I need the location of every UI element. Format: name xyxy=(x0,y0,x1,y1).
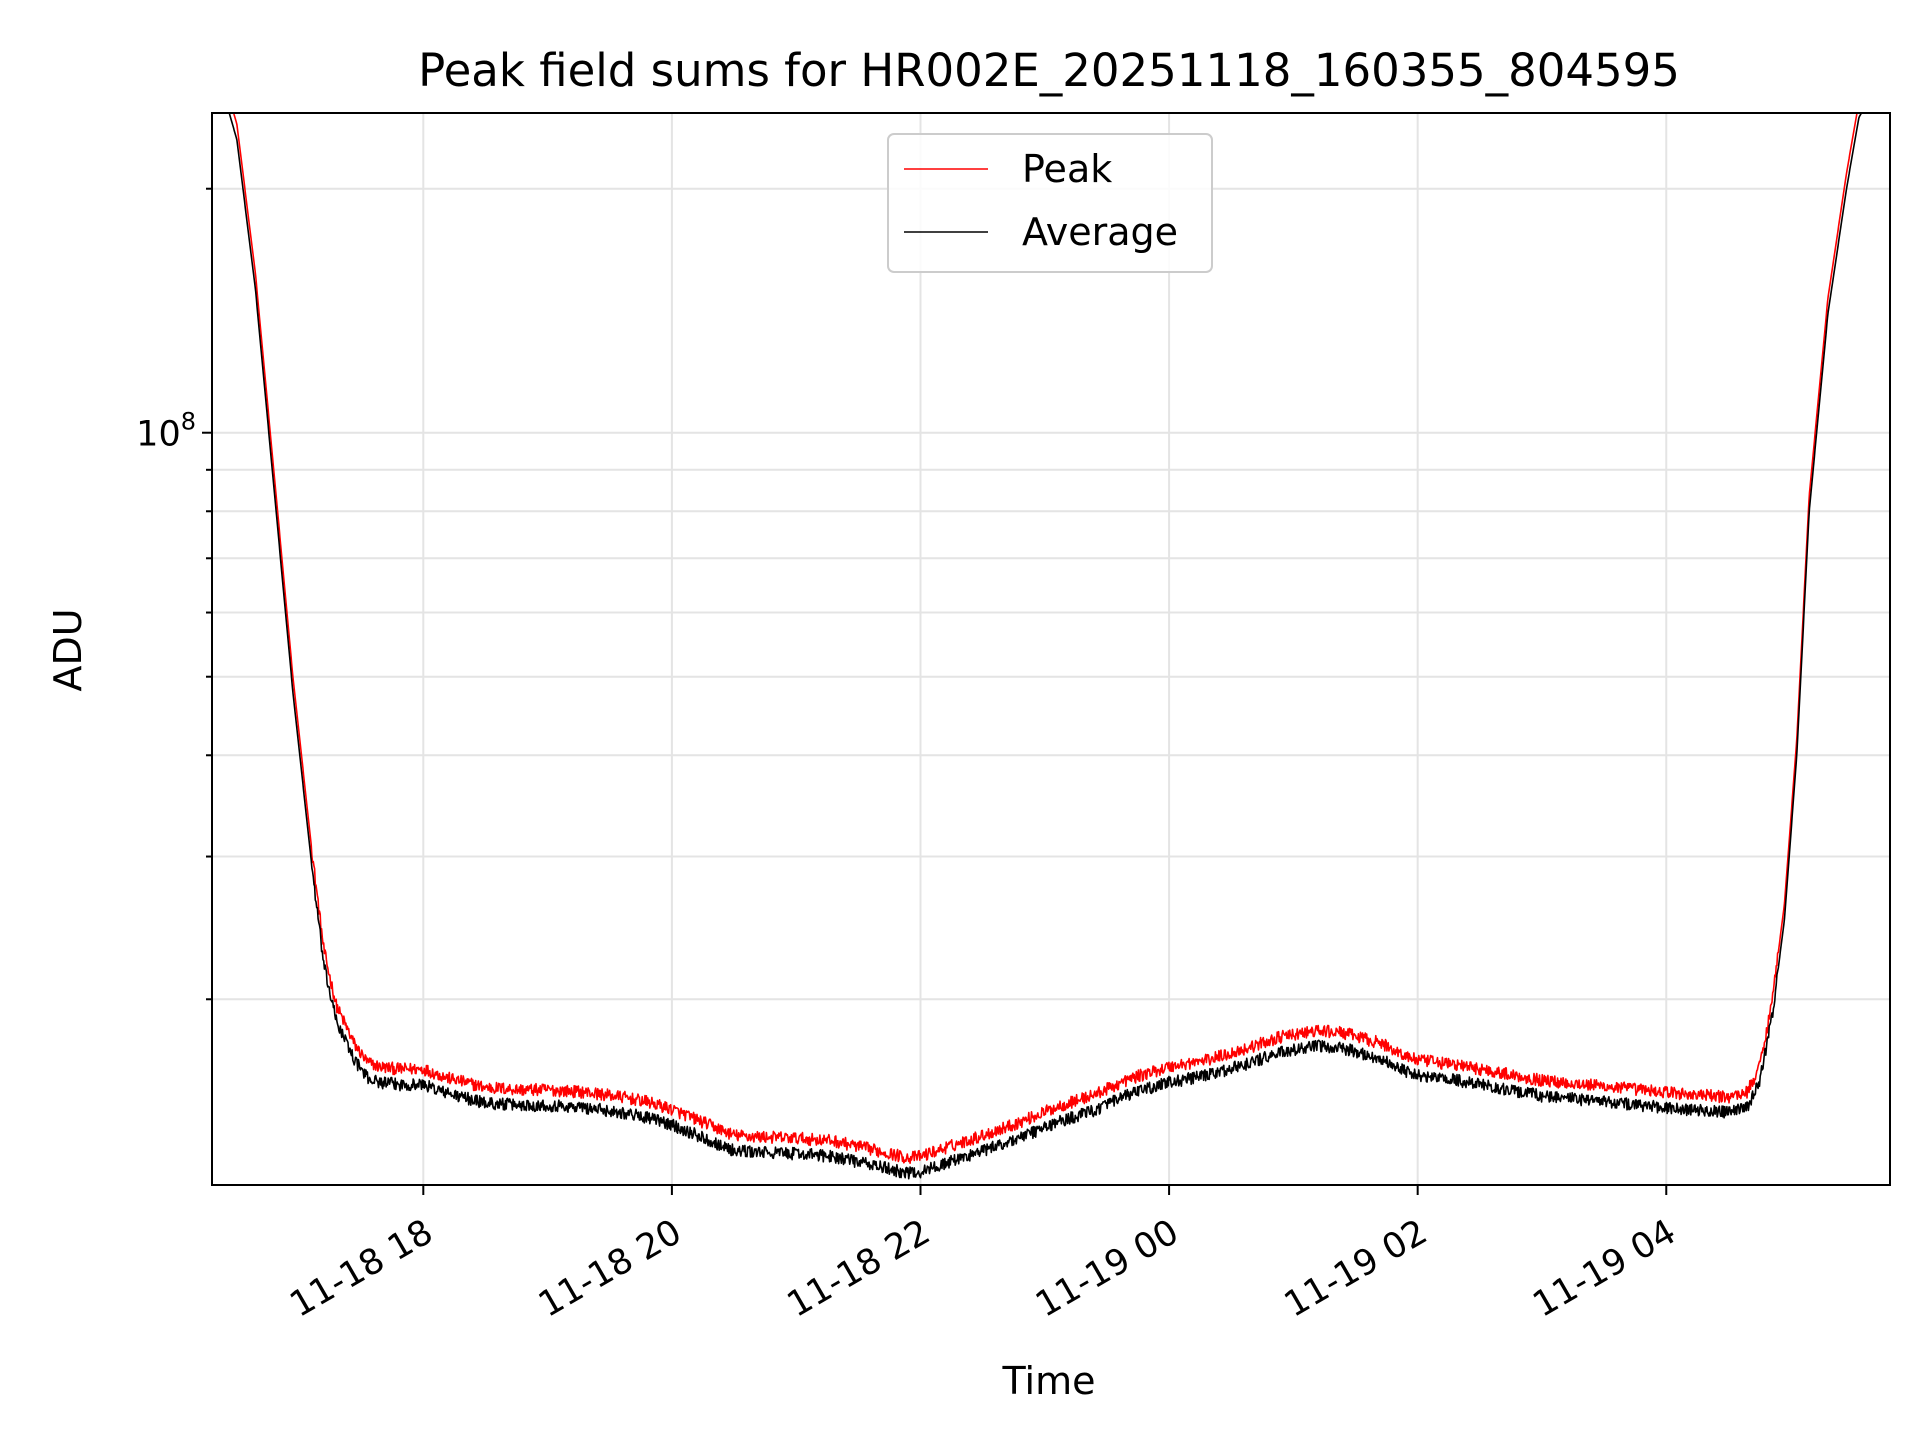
y-axis: 108 xyxy=(136,187,212,1001)
plot-frame xyxy=(211,112,1891,1186)
grid xyxy=(212,113,1890,1185)
y-axis-label: ADU xyxy=(46,608,90,691)
chart-title: Peak field sums for HR002E_20251118_1603… xyxy=(418,44,1680,97)
series-line-average xyxy=(228,113,1863,1180)
legend-label-average: Average xyxy=(1022,210,1178,254)
legend-label-peak: Peak xyxy=(1022,147,1112,191)
series-line-peak xyxy=(232,113,1858,1164)
series-group xyxy=(228,113,1863,1180)
legend: Peak Average xyxy=(887,133,1213,273)
y-tick-label: 108 xyxy=(136,408,196,455)
x-axis-label: Time xyxy=(1002,1359,1096,1403)
